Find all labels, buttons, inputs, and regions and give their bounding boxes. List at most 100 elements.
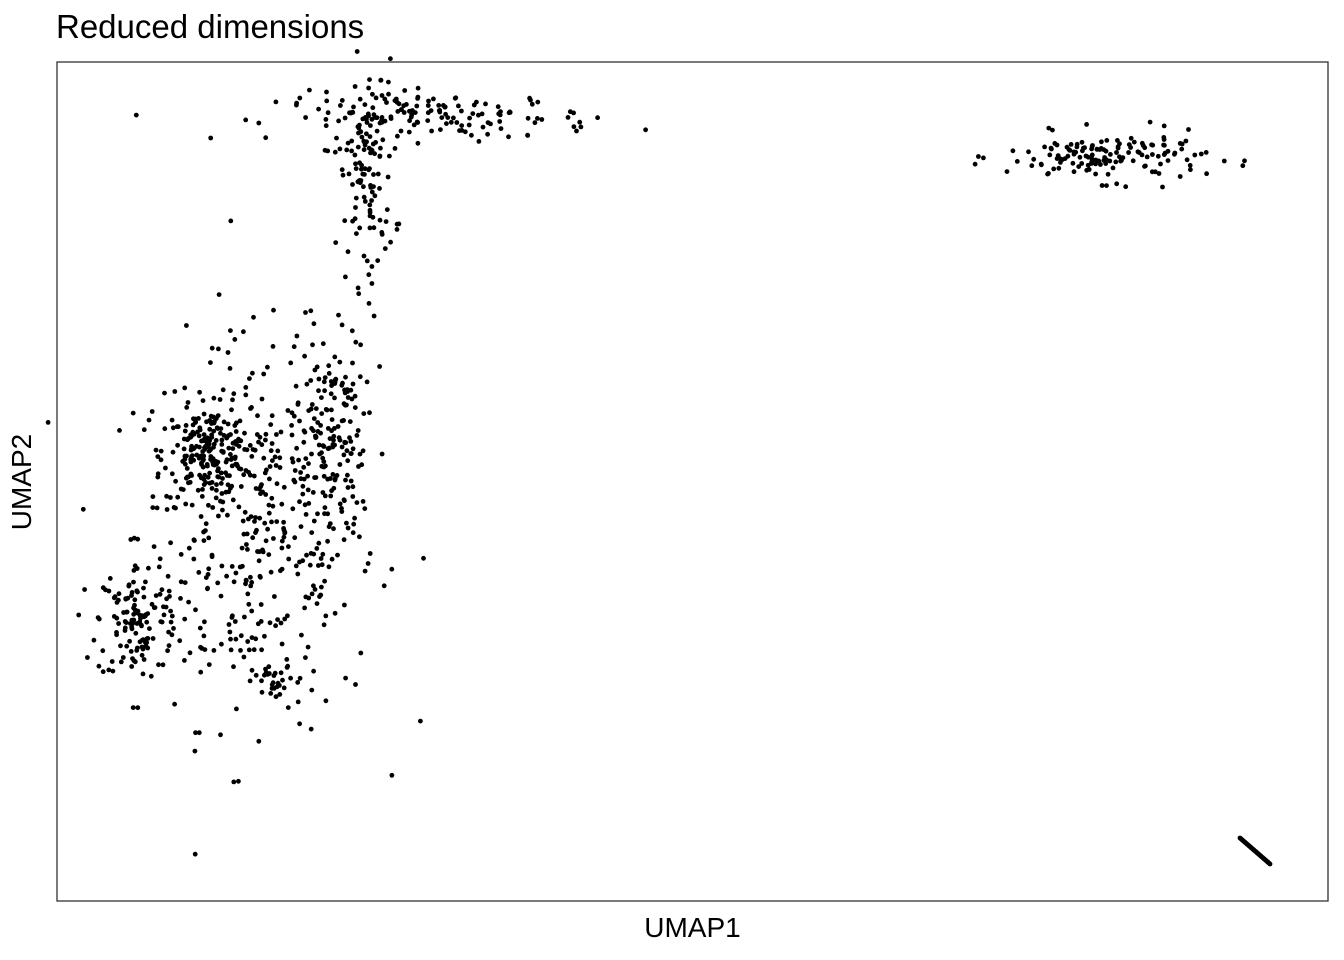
data-point bbox=[226, 445, 232, 451]
data-point bbox=[268, 691, 274, 696]
data-point bbox=[257, 434, 263, 440]
data-point bbox=[1089, 143, 1095, 149]
data-point bbox=[241, 472, 247, 478]
data-point bbox=[155, 454, 161, 459]
data-point bbox=[192, 538, 197, 543]
data-point bbox=[202, 619, 207, 625]
data-point bbox=[331, 485, 337, 491]
data-point bbox=[195, 487, 201, 493]
data-point bbox=[272, 454, 278, 460]
data-point bbox=[186, 599, 192, 605]
data-point bbox=[206, 535, 212, 541]
data-point bbox=[289, 423, 294, 428]
data-point bbox=[362, 102, 368, 107]
data-point bbox=[311, 551, 317, 557]
data-point bbox=[293, 383, 299, 389]
data-point bbox=[228, 218, 234, 224]
data-point bbox=[325, 110, 331, 116]
data-point bbox=[201, 538, 207, 543]
data-point bbox=[100, 648, 106, 654]
data-point bbox=[205, 585, 211, 591]
data-point bbox=[85, 655, 90, 660]
data-point bbox=[311, 416, 317, 421]
data-point bbox=[414, 103, 420, 109]
data-point bbox=[132, 597, 138, 603]
data-point bbox=[275, 617, 280, 622]
data-point bbox=[285, 408, 291, 413]
data-point bbox=[495, 104, 501, 110]
data-point bbox=[479, 111, 485, 117]
data-point bbox=[116, 597, 121, 603]
data-point bbox=[124, 609, 130, 615]
data-point bbox=[1139, 152, 1145, 158]
data-point bbox=[325, 446, 331, 451]
data-point bbox=[246, 601, 252, 607]
data-point bbox=[229, 463, 235, 469]
data-point bbox=[284, 657, 290, 662]
data-point bbox=[292, 468, 298, 473]
data-point bbox=[1198, 151, 1204, 157]
data-point bbox=[191, 556, 197, 562]
data-point bbox=[234, 461, 240, 467]
data-point bbox=[281, 519, 286, 525]
data-point bbox=[155, 471, 161, 477]
data-point bbox=[1104, 138, 1110, 143]
data-point bbox=[388, 114, 394, 120]
data-point bbox=[292, 535, 298, 541]
data-point bbox=[1084, 167, 1090, 173]
data-point bbox=[205, 474, 211, 480]
data-point bbox=[332, 354, 338, 360]
data-point bbox=[247, 443, 253, 448]
data-point bbox=[227, 629, 233, 635]
data-point bbox=[201, 457, 206, 462]
data-point bbox=[1031, 156, 1037, 162]
data-point bbox=[106, 588, 112, 594]
data-point bbox=[200, 449, 206, 454]
data-point bbox=[267, 476, 272, 482]
data-point bbox=[323, 698, 329, 704]
data-point bbox=[236, 504, 242, 510]
data-point bbox=[269, 413, 275, 419]
data-point bbox=[339, 444, 345, 450]
data-point bbox=[243, 385, 249, 390]
data-point bbox=[362, 506, 368, 511]
data-point bbox=[1074, 141, 1080, 147]
data-point bbox=[184, 405, 190, 410]
data-point bbox=[220, 387, 226, 393]
data-point bbox=[200, 398, 206, 403]
data-point bbox=[1099, 139, 1104, 145]
data-point bbox=[211, 648, 217, 653]
data-point bbox=[161, 612, 167, 618]
data-point bbox=[225, 421, 231, 427]
data-point bbox=[253, 515, 258, 520]
data-point bbox=[369, 198, 374, 203]
data-point bbox=[198, 514, 204, 519]
data-point bbox=[297, 675, 303, 681]
data-point bbox=[288, 675, 293, 681]
data-point bbox=[218, 470, 224, 476]
data-point bbox=[355, 179, 361, 185]
data-point bbox=[379, 118, 384, 124]
data-point bbox=[152, 605, 158, 610]
data-point bbox=[178, 486, 184, 492]
data-point bbox=[467, 115, 472, 121]
data-point bbox=[250, 370, 255, 376]
data-point bbox=[337, 146, 343, 152]
data-point bbox=[365, 561, 371, 566]
data-point bbox=[202, 472, 208, 478]
data-point bbox=[353, 205, 358, 210]
data-point bbox=[249, 608, 255, 614]
data-point bbox=[1192, 152, 1198, 158]
data-point bbox=[1083, 153, 1089, 159]
data-point bbox=[257, 573, 263, 579]
data-point bbox=[220, 476, 225, 481]
data-point bbox=[1158, 161, 1163, 167]
data-point bbox=[1046, 125, 1052, 131]
data-point bbox=[1143, 163, 1148, 169]
data-point bbox=[377, 154, 383, 159]
data-point bbox=[247, 678, 253, 684]
data-point bbox=[349, 138, 355, 144]
data-point bbox=[151, 544, 157, 549]
data-point bbox=[263, 437, 268, 443]
data-point bbox=[380, 137, 386, 143]
